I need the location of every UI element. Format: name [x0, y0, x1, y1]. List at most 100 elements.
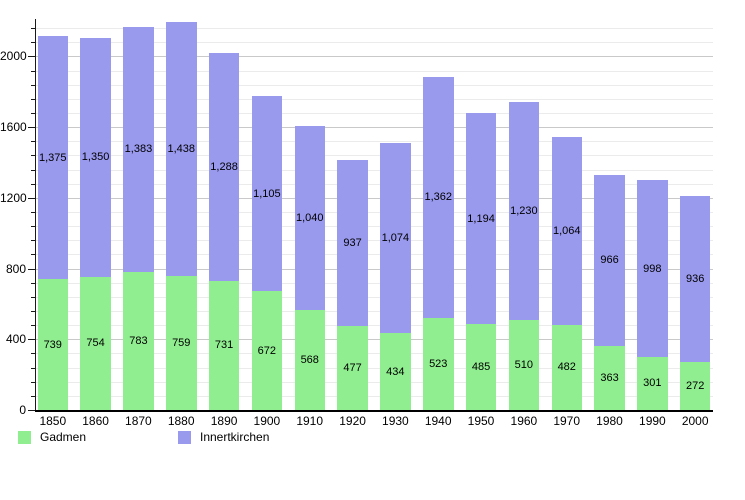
minor-gridline — [36, 226, 713, 228]
bar-value-label: 936 — [685, 273, 705, 286]
bar-value-label: 1,350 — [81, 151, 110, 164]
x-tick-label-1970: 1970 — [553, 414, 581, 428]
minor-gridline — [36, 155, 713, 157]
y-minor-tick — [31, 381, 35, 383]
minor-gridline — [36, 169, 713, 171]
y-minor-tick — [31, 226, 35, 228]
bar-value-label: 485 — [471, 361, 491, 374]
minor-gridline — [36, 395, 713, 397]
y-major-tick — [28, 56, 35, 58]
y-minor-tick — [31, 141, 35, 143]
bar-segment-gadmen-1990: 301 — [637, 356, 668, 410]
bar-value-label: 759 — [172, 336, 191, 349]
bar-segment-gadmen-1860: 754 — [80, 276, 111, 410]
bar-1850: 739 1,375 — [37, 36, 68, 410]
bar-segment-gadmen-1910: 568 — [294, 309, 325, 410]
bar-value-label: 998 — [643, 262, 662, 275]
x-tick-label-1930: 1930 — [382, 414, 409, 428]
bar-segment-gadmen-2000: 272 — [679, 361, 711, 410]
y-minor-tick — [31, 98, 35, 100]
bar-segment-gadmen-1880: 759 — [166, 275, 197, 410]
y-minor-tick — [31, 254, 35, 256]
bar-1970: 482 1,064 — [551, 136, 582, 410]
bar-1940: 523 1,362 — [423, 76, 454, 410]
y-minor-tick — [31, 112, 35, 114]
bar-segment-gadmen-1930: 434 — [380, 333, 411, 410]
y-minor-tick — [31, 395, 35, 397]
y-minor-tick — [31, 183, 35, 185]
bar-value-label: 301 — [643, 377, 662, 390]
bar-value-label: 1,362 — [424, 191, 453, 204]
y-major-tick — [28, 197, 35, 199]
x-tick-label-1920: 1920 — [339, 414, 366, 428]
bar-segment-innertkirchen-1930: 1,074 — [380, 143, 411, 334]
major-gridline — [36, 268, 713, 270]
bar-value-label: 523 — [429, 357, 448, 370]
minor-gridline — [36, 28, 713, 30]
y-minor-tick — [31, 169, 35, 171]
x-axis-line — [35, 409, 713, 412]
bar-1960: 510 1,230 — [508, 102, 540, 410]
bar-value-label: 966 — [600, 254, 619, 267]
y-minor-tick — [31, 282, 35, 284]
minor-gridline — [36, 183, 713, 185]
bar-1890: 731 1,288 — [208, 53, 240, 410]
bar-1910: 568 1,040 — [294, 125, 325, 410]
x-tick-label-2000: 2000 — [681, 414, 709, 428]
y-minor-tick — [31, 28, 35, 30]
plot-area: 739 1,375 754 1,350 783 1,383 759 1,438 731 1,288… — [36, 21, 713, 410]
bar-segment-gadmen-1890: 731 — [208, 280, 240, 410]
y-minor-tick — [31, 367, 35, 369]
x-tick-label-1850: 1850 — [39, 414, 67, 428]
minor-gridline — [36, 212, 713, 213]
bar-value-label: 482 — [557, 361, 576, 374]
bar-segment-innertkirchen-1860: 1,350 — [80, 38, 111, 277]
legend-label-gadmen: Gadmen — [40, 430, 87, 444]
minor-gridline — [36, 70, 713, 72]
y-minor-tick — [31, 155, 35, 157]
y-axis-line — [35, 19, 36, 411]
bar-segment-innertkirchen-1910: 1,040 — [294, 125, 325, 310]
bar-segment-innertkirchen-1880: 1,438 — [166, 21, 197, 276]
minor-gridline — [36, 353, 713, 355]
bar-segment-innertkirchen-1920: 937 — [337, 160, 368, 326]
y-major-tick — [28, 410, 35, 411]
y-minor-tick — [31, 42, 35, 44]
minor-gridline — [36, 98, 713, 100]
bar-segment-gadmen-1960: 510 — [508, 319, 540, 410]
minor-gridline — [36, 282, 713, 284]
x-tick-label-1960: 1960 — [510, 414, 538, 428]
bar-value-label: 510 — [514, 358, 534, 371]
bar-segment-gadmen-1950: 485 — [465, 324, 497, 410]
bar-segment-gadmen-1900: 672 — [251, 291, 283, 410]
y-major-tick — [28, 339, 35, 341]
bar-value-label: 1,105 — [253, 187, 281, 200]
minor-gridline — [36, 311, 713, 312]
x-tick-label-1870: 1870 — [125, 414, 152, 428]
bar-value-label: 1,438 — [167, 142, 196, 155]
bar-1930: 434 1,074 — [380, 143, 411, 410]
bar-segment-innertkirchen-1850: 1,375 — [37, 36, 68, 280]
bar-value-label: 1,074 — [381, 232, 410, 245]
bar-segment-gadmen-1870: 783 — [123, 271, 154, 410]
bar-segment-gadmen-1850: 739 — [37, 279, 68, 410]
minor-gridline — [36, 367, 713, 369]
bar-1870: 783 1,383 — [123, 27, 154, 410]
bar-segment-innertkirchen-1900: 1,105 — [251, 95, 283, 292]
y-minor-tick — [31, 212, 35, 213]
bar-1920: 477 937 — [337, 160, 368, 410]
x-tick-label-1910: 1910 — [296, 414, 324, 428]
bar-value-label: 1,375 — [38, 151, 67, 164]
x-tick-label-1950: 1950 — [467, 414, 495, 428]
bar-segment-gadmen-1970: 482 — [551, 324, 582, 410]
bar-segment-innertkirchen-1950: 1,194 — [465, 113, 497, 325]
bar-1990: 301 998 — [637, 180, 668, 410]
y-minor-tick — [31, 70, 35, 72]
bar-value-label: 434 — [386, 365, 405, 378]
y-major-tick — [28, 268, 35, 270]
bar-1950: 485 1,194 — [465, 113, 497, 410]
bar-1860: 754 1,350 — [80, 38, 111, 410]
bar-segment-innertkirchen-1940: 1,362 — [423, 76, 454, 318]
bar-value-label: 937 — [343, 236, 362, 249]
